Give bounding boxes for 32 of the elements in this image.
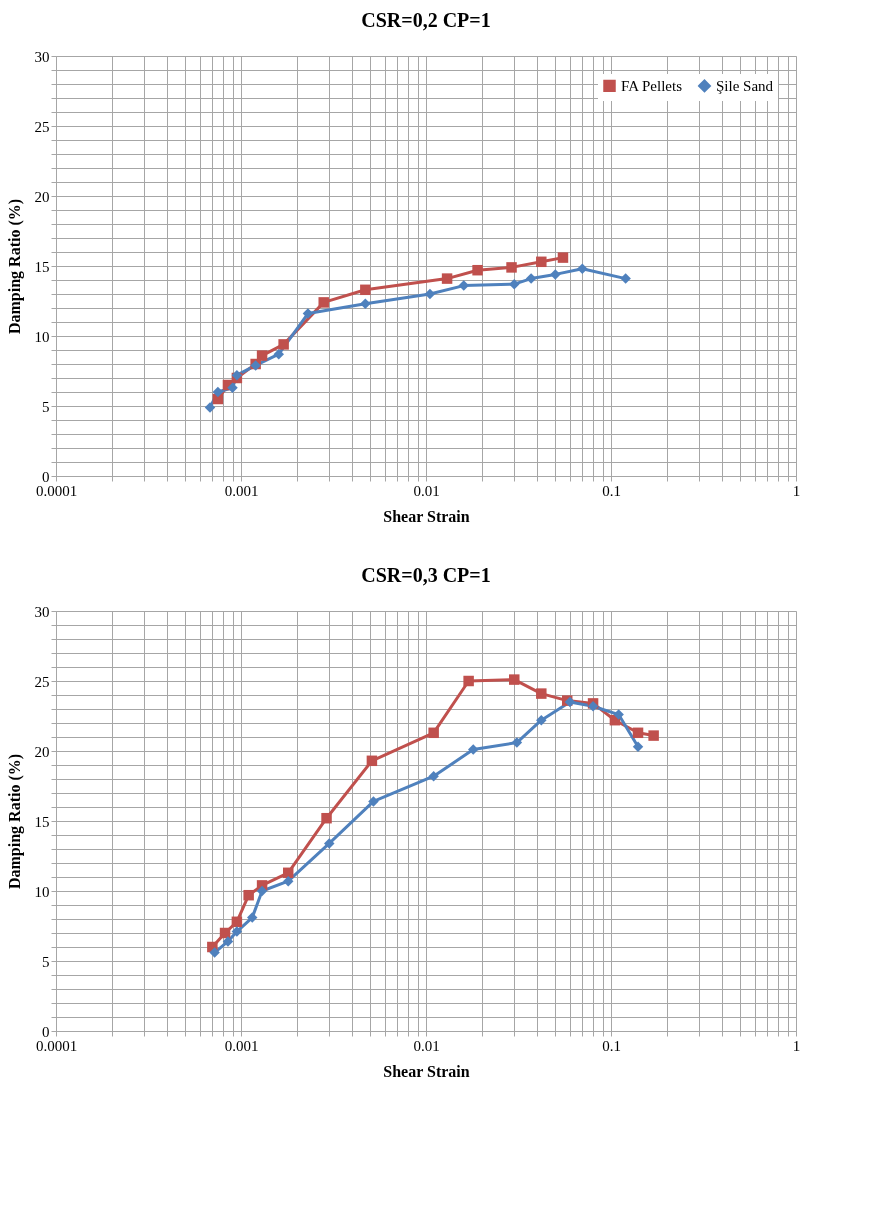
x-tick-label: 0.1 xyxy=(602,1037,621,1054)
y-tick-label: 0 xyxy=(42,1023,50,1040)
y-axis-title: Damping Ratio (%) xyxy=(5,753,24,890)
x-tick-label: 0.0001 xyxy=(35,1037,78,1054)
x-axis-title: Shear Strain xyxy=(383,1062,470,1080)
y-tick-label: 5 xyxy=(42,953,50,970)
legend-label: Şile Sand xyxy=(716,77,774,94)
y-tick-label: 25 xyxy=(34,118,50,135)
x-tick-label: 0.1 xyxy=(602,482,621,499)
chart-title: CSR=0,3 CP=1 xyxy=(361,564,491,586)
y-tick-label: 20 xyxy=(34,743,50,760)
x-tick-label: 0.01 xyxy=(413,1037,440,1054)
x-tick-label: 0.01 xyxy=(413,482,440,499)
x-tick-label: 0.001 xyxy=(224,1037,259,1054)
y-tick-label: 30 xyxy=(34,603,50,620)
y-tick-label: 25 xyxy=(34,673,50,690)
legend-label: FA Pellets xyxy=(621,77,683,94)
y-tick-label: 10 xyxy=(34,883,50,900)
x-tick-label: 1 xyxy=(792,1037,801,1054)
y-tick-label: 0 xyxy=(42,468,50,485)
y-tick-label: 20 xyxy=(34,188,50,205)
x-tick-label: 1 xyxy=(792,482,801,499)
y-tick-label: 30 xyxy=(34,48,50,65)
x-tick-label: 0.001 xyxy=(224,482,259,499)
y-tick-label: 10 xyxy=(34,328,50,345)
chart-title: CSR=0,2 CP=1 xyxy=(361,9,491,31)
x-tick-label: 0.0001 xyxy=(35,482,78,499)
y-tick-label: 5 xyxy=(42,398,50,415)
y-axis-title: Damping Ratio (%) xyxy=(5,198,24,335)
y-tick-label: 15 xyxy=(34,813,50,830)
x-axis-title: Shear Strain xyxy=(383,507,470,525)
y-tick-label: 15 xyxy=(34,258,50,275)
